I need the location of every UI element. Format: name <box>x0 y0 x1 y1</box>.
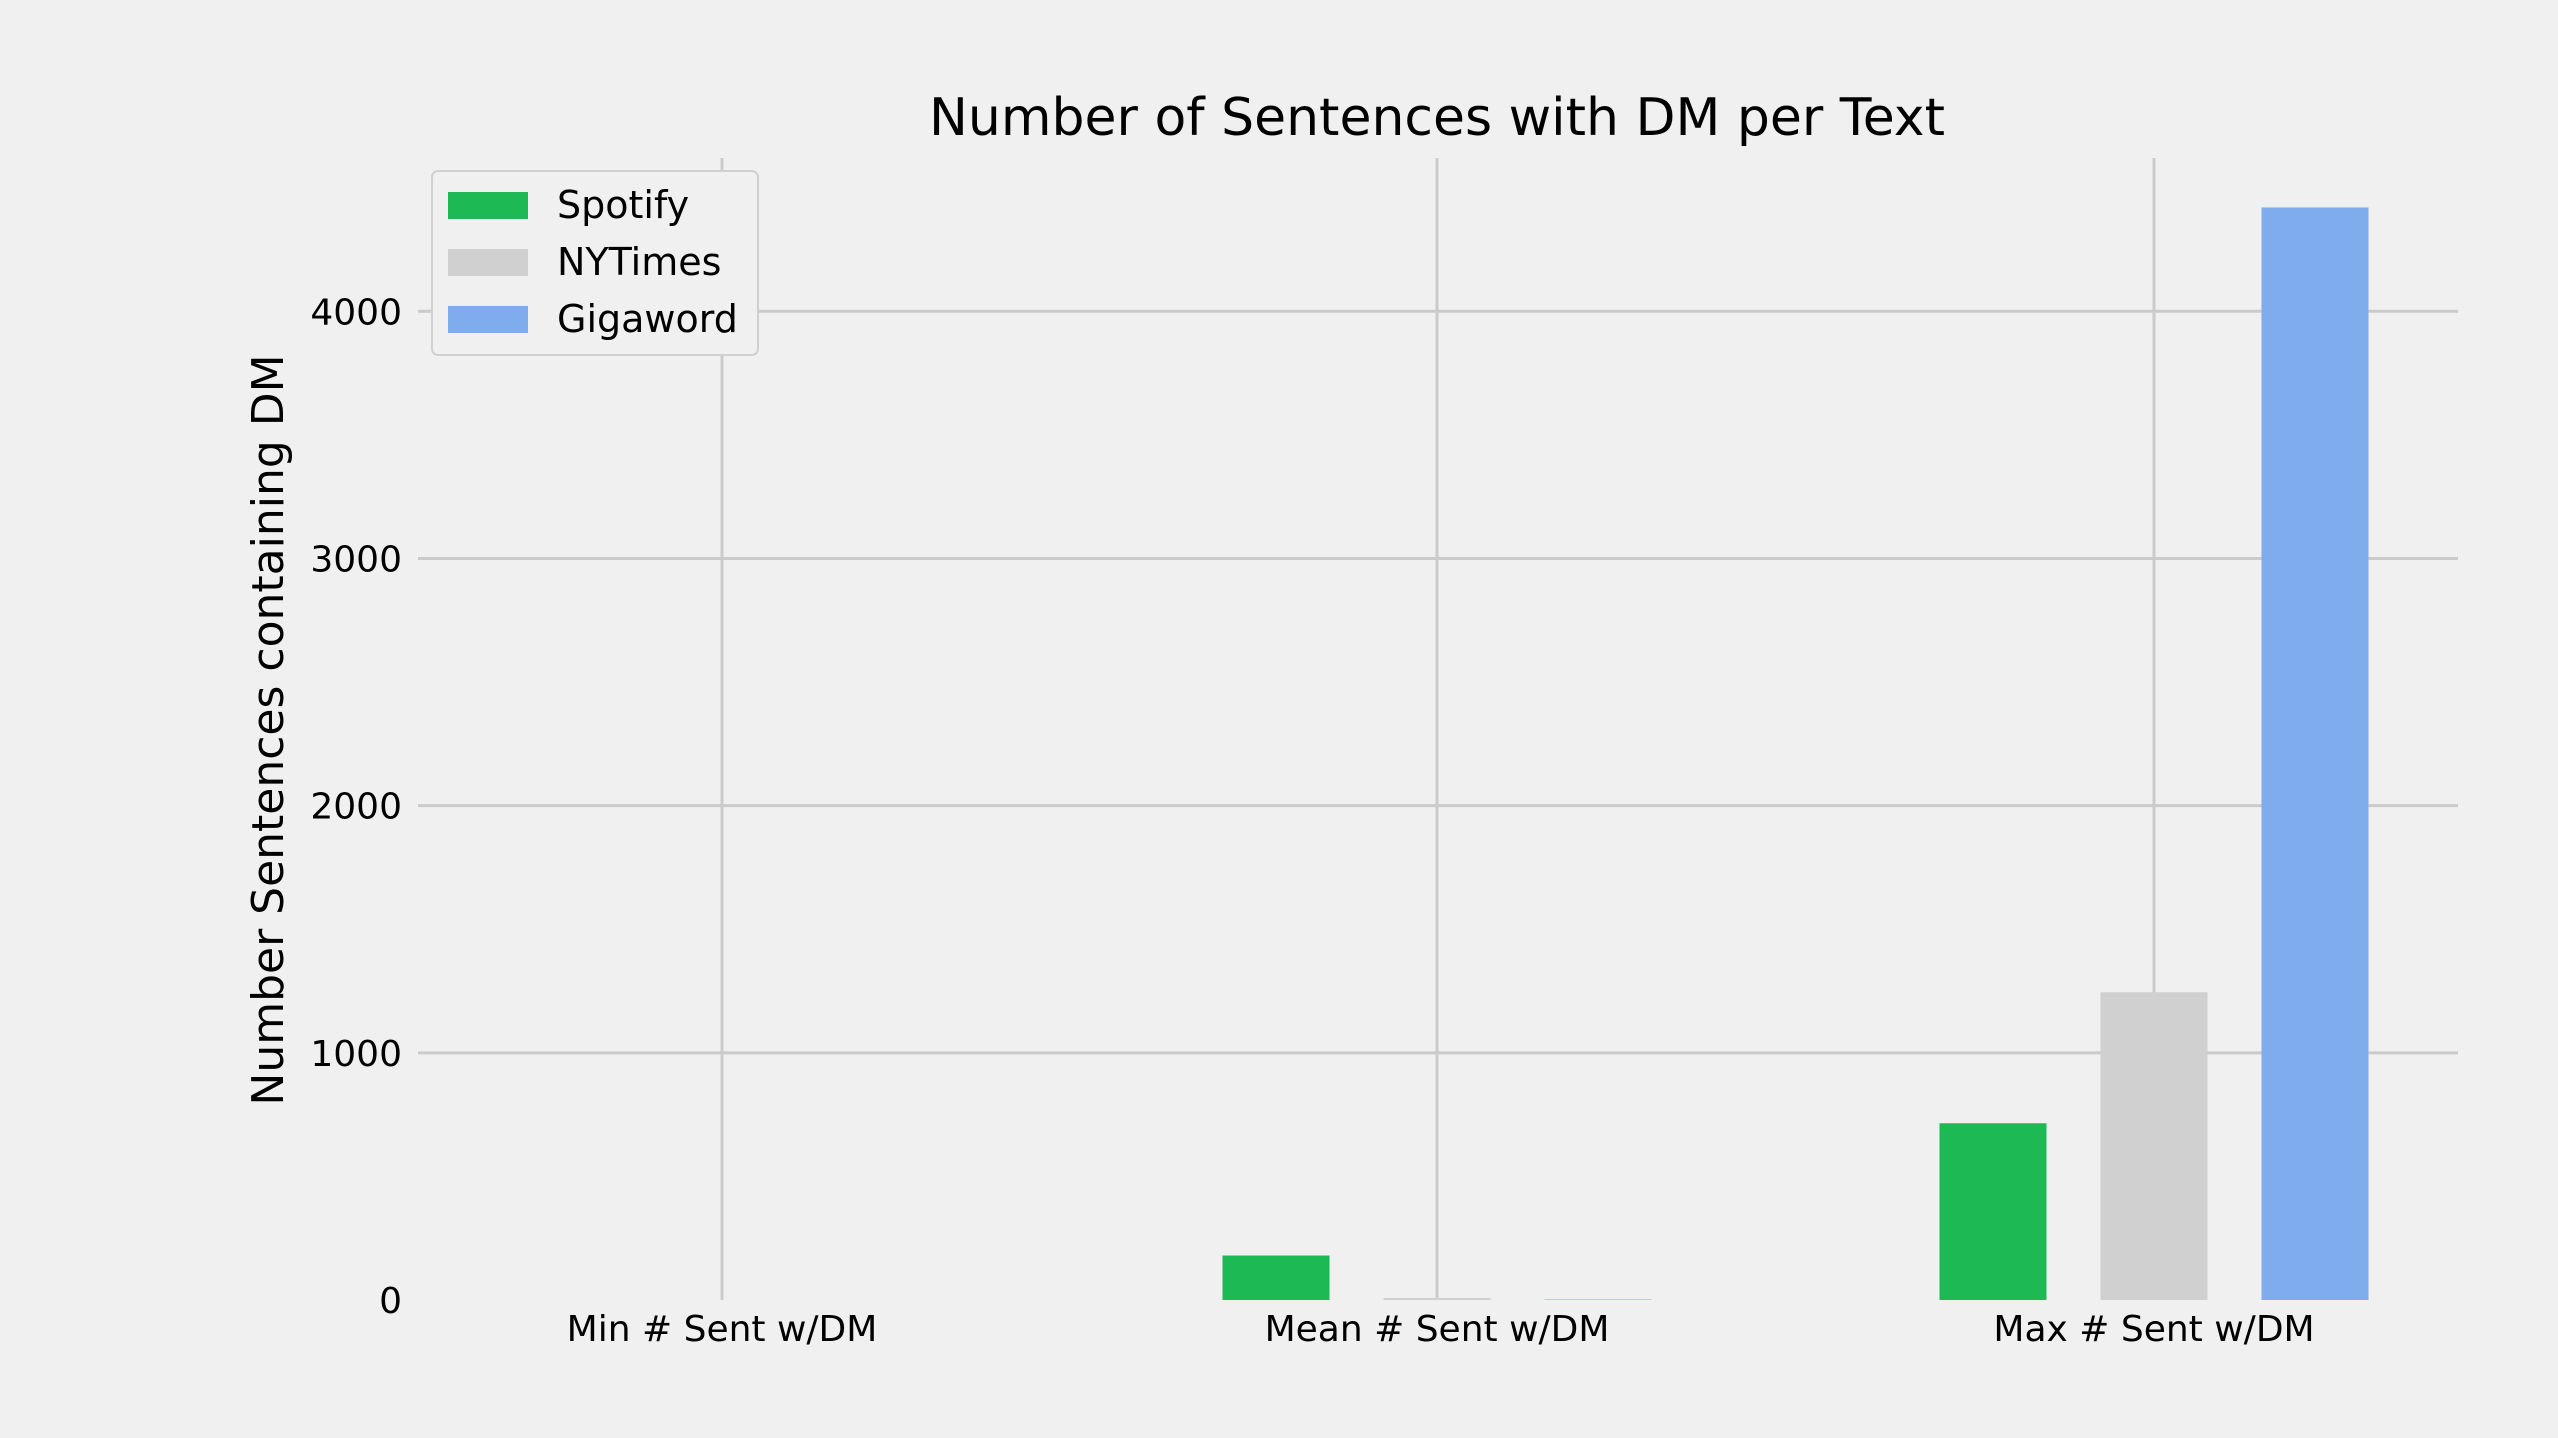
bar-spotify-3 <box>1939 1123 2047 1300</box>
chart-title: Number of Sentences with DM per Text <box>929 88 1945 148</box>
x-tick-label: Min # Sent w/DM <box>567 1309 878 1350</box>
x-tick-label: Mean # Sent w/DM <box>1265 1309 1610 1350</box>
legend-label-gigaword: Gigaword <box>557 297 738 341</box>
legend-label-nytimes: NYTimes <box>557 240 721 284</box>
bar-nytimes-2 <box>1383 1298 1491 1300</box>
legend-label-spotify: Spotify <box>557 183 689 227</box>
legend: Spotify NYTimes Gigaword <box>431 170 759 356</box>
bar-nytimes-3 <box>2100 992 2208 1300</box>
y-axis-label: Number Sentences containing DM <box>243 354 294 1105</box>
x-tick-label: Max # Sent w/DM <box>1993 1309 2314 1350</box>
legend-swatch-spotify <box>448 192 528 219</box>
y-tick-label: 2000 <box>310 787 402 828</box>
legend-swatch-gigaword <box>448 306 528 333</box>
y-tick-label: 0 <box>379 1281 402 1322</box>
legend-swatch-nytimes <box>448 249 528 276</box>
bars <box>1222 207 2369 1300</box>
y-tick-label: 3000 <box>310 539 402 580</box>
y-tick-label: 4000 <box>310 292 402 333</box>
bar-spotify-2 <box>1222 1255 1330 1300</box>
x-axis-ticks: Min # Sent w/DM Mean # Sent w/DM Max # Sen… <box>567 1309 2315 1350</box>
y-tick-label: 1000 <box>310 1034 402 1075</box>
bar-gigaword-3 <box>2261 207 2369 1300</box>
y-axis-ticks: 0 1000 2000 3000 4000 <box>310 292 402 1322</box>
